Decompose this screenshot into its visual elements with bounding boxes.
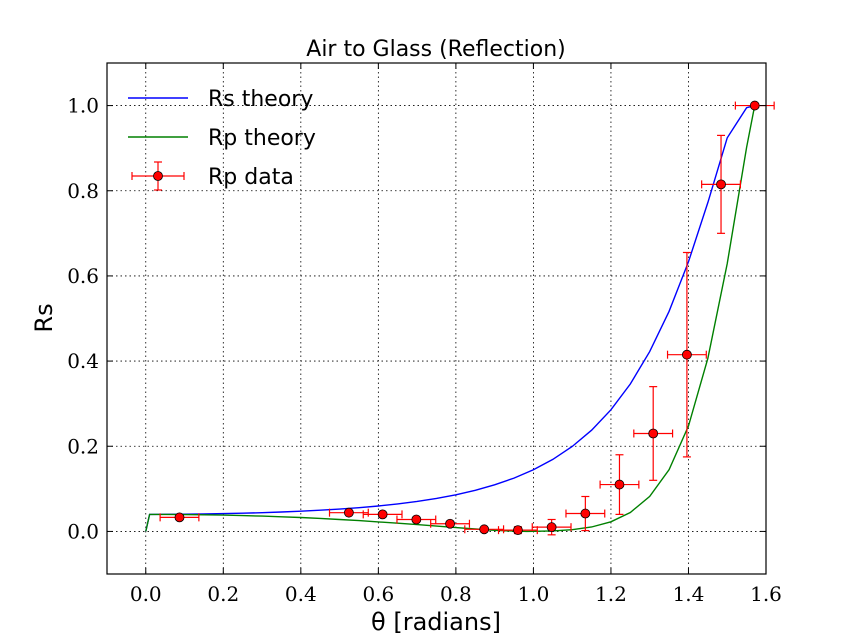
data-point [614,479,625,490]
ticks [107,63,767,574]
legend-entry: Rp theory [128,126,316,151]
data-point-group [531,518,572,536]
y-tick-label: 0.4 [67,349,99,373]
series-layer [145,100,775,536]
data-point-group [362,509,403,520]
y-tick-label: 0.0 [67,519,99,543]
legend-label: Rs theory [208,87,313,112]
series-line-rp-theory [145,105,756,533]
y-tick-label: 0.2 [67,434,99,458]
x-tick-label: 0.8 [440,582,472,606]
x-tick-label: 1.0 [518,582,550,606]
data-point-group [666,251,707,458]
grid [107,63,767,574]
data-point-group [328,507,369,518]
y-tick-label: 0.6 [67,264,99,288]
x-tick-label: 1.6 [750,582,782,606]
legend-marker [153,171,163,181]
x-tick-label: 0.4 [285,582,317,606]
plot-frame [106,62,767,575]
legend-label: Rp theory [208,126,316,151]
data-point-group [734,100,775,111]
x-tick-label: 1.2 [595,582,627,606]
data-point-group [497,525,538,536]
data-point [648,428,659,439]
legend: Rs theory Rp theory Rp data [128,87,316,191]
data-point [716,179,726,190]
data-point [479,524,490,535]
data-point-group [599,454,640,515]
data-point [377,509,388,520]
data-point-group [464,524,505,535]
y-axis-title: Rs [30,303,58,332]
data-point-group [565,495,606,532]
data-point-group [396,514,437,525]
x-tick-label: 0.2 [207,582,239,606]
chart-title: Air to Glass (Reflection) [306,37,565,62]
data-point-group [633,386,674,481]
x-tick-label: 0.0 [130,582,162,606]
data-point-group [159,512,200,523]
data-point [445,518,455,529]
data-point [513,525,523,536]
x-tick-label: 0.6 [362,582,394,606]
tick-labels: 0.0 0.2 0.4 0.6 0.8 1.0 1.2 1.4 1.6 0.0 0.2 0.4 0.6 0… [67,94,782,606]
data-point [174,512,185,523]
x-axis-title: θ [radians] [371,608,501,636]
data-point-group [701,134,742,234]
data-point-group [430,518,471,529]
data-point [546,522,557,533]
data-point [343,507,354,518]
data-point [749,100,760,111]
x-tick-label: 1.4 [673,582,705,606]
legend-entry: Rp data [131,161,294,191]
legend-entry: Rs theory [128,87,313,112]
data-point [682,349,692,360]
series-line-rs-theory [145,104,755,532]
y-tick-label: 0.8 [67,179,99,203]
y-tick-label: 1.0 [67,94,99,118]
data-point [580,508,591,519]
legend-label: Rp data [208,165,294,190]
data-point [411,514,422,525]
